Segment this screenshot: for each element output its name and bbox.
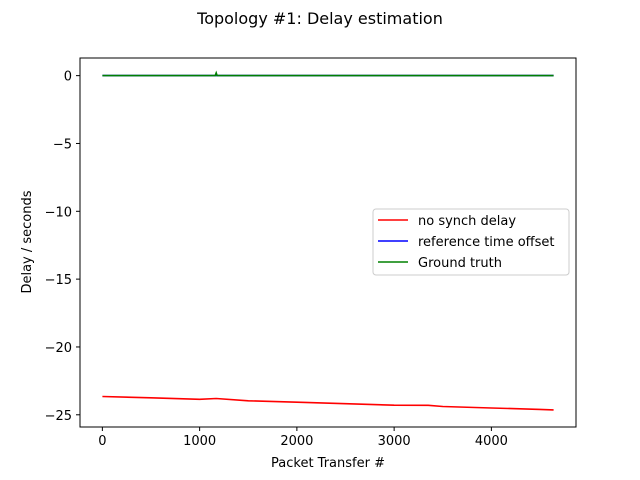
- x-tick-label: 2000: [280, 434, 313, 449]
- y-tick-label: −25: [45, 409, 72, 424]
- legend-label-1: reference time offset: [418, 235, 555, 250]
- y-tick-label: −15: [45, 273, 72, 288]
- series-line-0: [102, 395, 554, 411]
- chart-title: Topology #1: Delay estimation: [196, 9, 443, 28]
- y-tick-label: 0: [64, 70, 72, 85]
- y-axis-ticks: 0 −5 −10 −15 −20 −25: [45, 70, 80, 424]
- legend-label-2: Ground truth: [418, 256, 502, 271]
- y-tick-label: −20: [45, 341, 72, 356]
- y-tick-label: −10: [45, 205, 72, 220]
- series-layer: [102, 70, 554, 411]
- x-tick-label: 4000: [475, 434, 508, 449]
- plot-frame: [79, 57, 577, 428]
- series-line-2: [102, 70, 554, 77]
- legend-label-0: no synch delay: [418, 214, 516, 229]
- legend-box: [372, 208, 570, 276]
- x-tick-label: 3000: [378, 434, 411, 449]
- x-axis-ticks: 0 1000 2000 3000 4000: [98, 427, 508, 449]
- y-axis-label: Delay / seconds: [20, 190, 35, 293]
- y-tick-label: −5: [53, 137, 72, 152]
- x-tick-label: 1000: [183, 434, 216, 449]
- x-tick-label: 0: [98, 434, 106, 449]
- legend: no synch delay reference time offset Groun…: [372, 208, 570, 276]
- x-axis-label: Packet Transfer #: [271, 456, 385, 471]
